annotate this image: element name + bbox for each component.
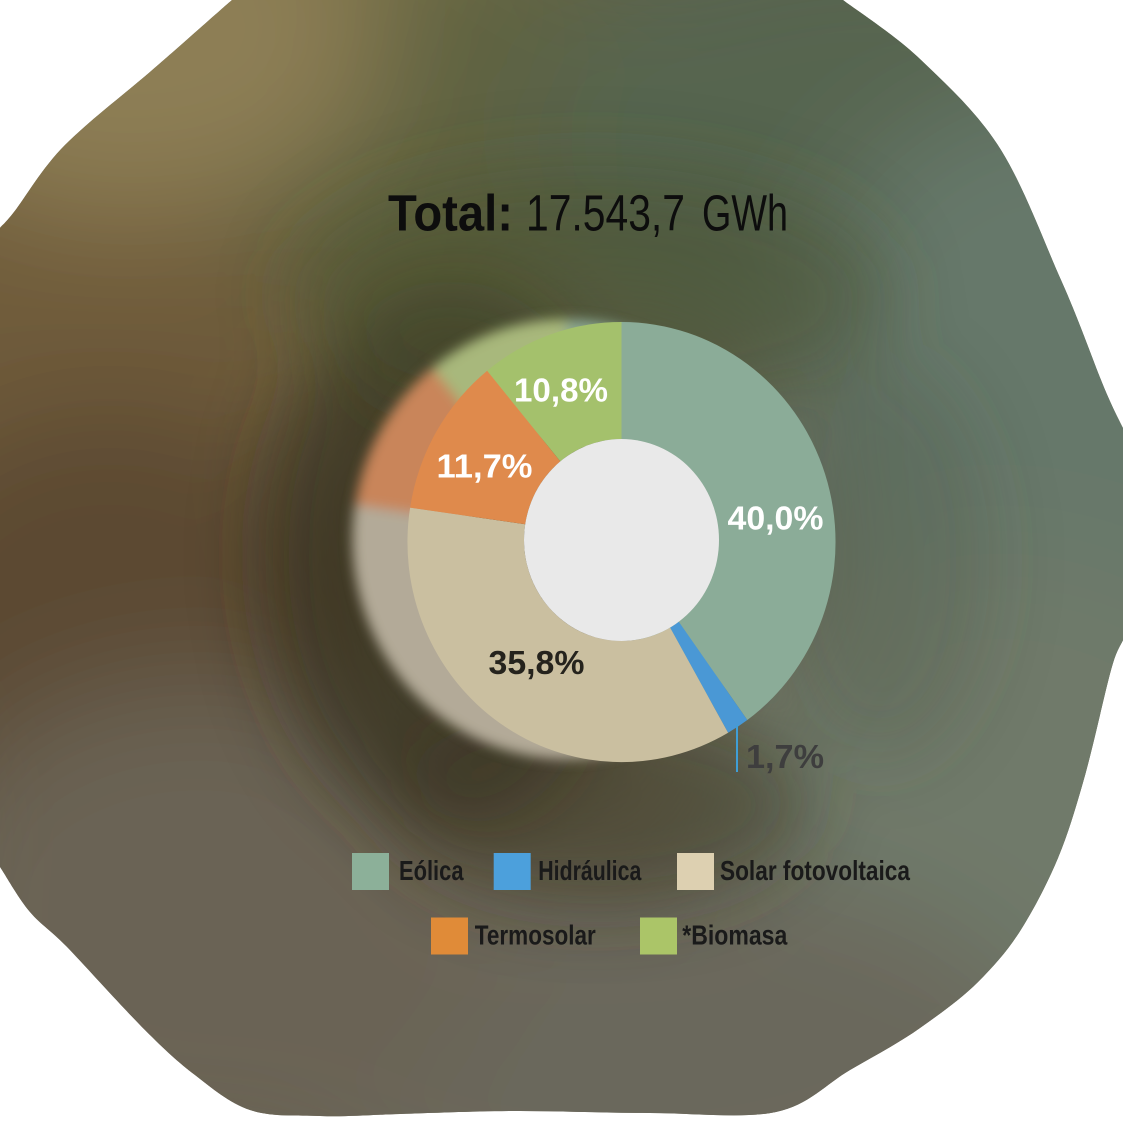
svg-text:Hidráulica: Hidráulica: [538, 855, 642, 886]
svg-text:Eólica: Eólica: [399, 855, 464, 886]
svg-text:Termosolar: Termosolar: [475, 920, 596, 951]
svg-text:11,7%: 11,7%: [437, 448, 533, 485]
svg-text:10,8%: 10,8%: [514, 372, 608, 409]
svg-text:*Biomasa: *Biomasa: [682, 920, 788, 951]
svg-text:1,7%: 1,7%: [746, 738, 824, 775]
svg-text:Solar fotovoltaica: Solar fotovoltaica: [720, 855, 911, 886]
svg-text:40,0%: 40,0%: [728, 500, 824, 537]
svg-text:35,8%: 35,8%: [489, 644, 585, 681]
